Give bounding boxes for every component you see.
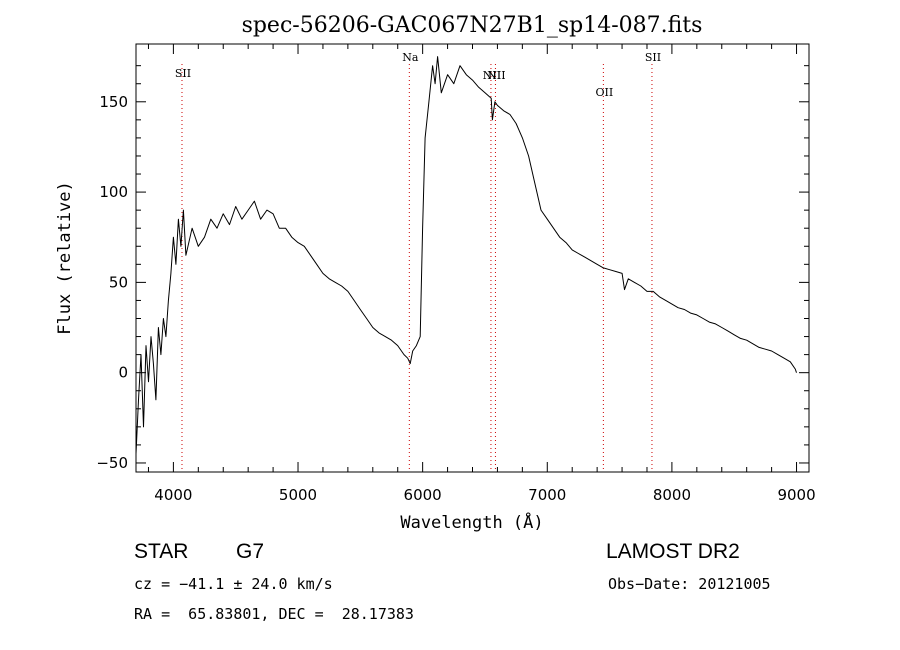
x-tick-label: 7000 [528,486,566,504]
emission-line-label: OII [596,86,614,99]
x-tick-label: 5000 [279,486,317,504]
object-class: STAR [134,540,189,563]
y-tick-label: −50 [96,454,128,472]
spectrum-line [135,56,797,454]
survey-name: LAMOST DR2 [606,540,740,563]
y-tick-label: 150 [99,93,128,111]
emission-line-label: Na [402,51,419,64]
y-tick-label: 100 [99,183,128,201]
obs-date-text: Obs−Date: 20121005 [608,575,771,593]
x-tick-label: 6000 [404,486,442,504]
x-tick-label: 9000 [777,486,815,504]
emission-line-label: SII [645,51,661,64]
emission-line-label: NII [487,69,505,82]
chart-title: spec-56206-GAC067N27B1_sp14-087.fits [242,13,703,38]
plot-frame [135,43,810,473]
x-axis-label: Wavelength (Å) [400,511,543,533]
y-tick-label: 50 [109,273,128,291]
object-subclass: G7 [236,540,265,563]
coordinates-text: RA = 65.83801, DEC = 28.17383 [134,605,414,623]
x-tick-label: 4000 [154,486,192,504]
y-tick-label: 0 [118,364,128,382]
axis-ticks: 4000 5000 6000 7000 8000 9000 −50 0 50 100 150 [96,44,816,504]
x-tick-label: 8000 [653,486,691,504]
emission-line-label: SII [175,67,191,80]
spectrum-chart: spec-56206-GAC067N27B1_sp14-087.fits 400… [55,13,816,533]
spectrum-series [135,56,797,454]
emission-line-label: NII [483,69,501,82]
y-axis-label: Flux (relative) [55,181,75,335]
redshift-text: cz = −41.1 ± 24.0 km/s [134,575,333,593]
